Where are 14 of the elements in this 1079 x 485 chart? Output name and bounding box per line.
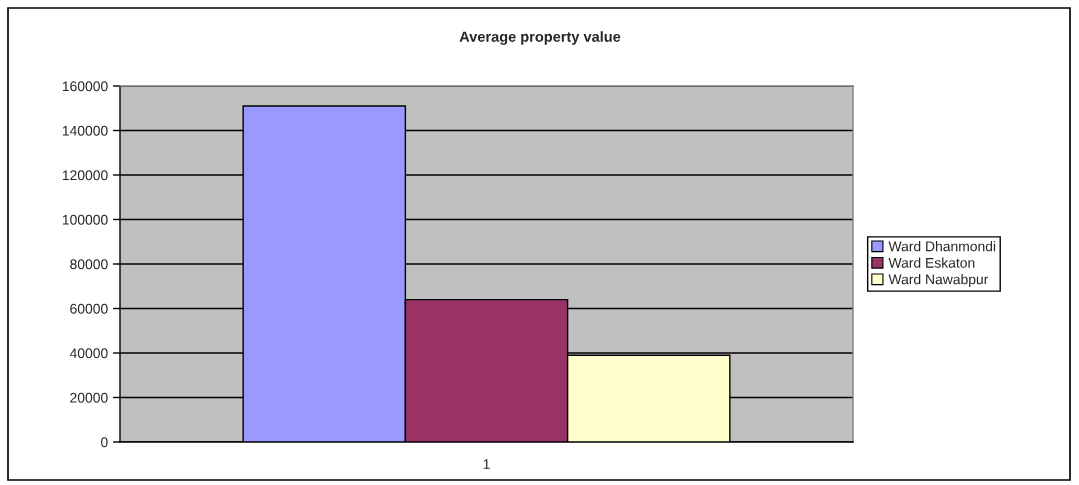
y-tick-label: 20000 — [70, 392, 108, 403]
x-tick-label: 1 — [483, 459, 490, 469]
legend-label: Ward Nawabpur — [888, 274, 989, 287]
legend-label: Ward Eskaton — [888, 257, 975, 268]
y-tick-label: 40000 — [69, 348, 108, 359]
y-tick-label: 120000 — [62, 170, 108, 181]
y-tick-label: 80000 — [70, 259, 108, 270]
y-tick-label: 100000 — [62, 214, 108, 225]
legend-label: Ward Dhanmondi — [888, 241, 996, 252]
y-tick-label: 140000 — [62, 125, 108, 136]
chart-title: Average property value — [459, 31, 621, 45]
y-tick-label: 60000 — [70, 303, 108, 314]
y-tick-label: 0 — [101, 437, 108, 448]
y-tick-label: 160000 — [62, 81, 108, 92]
